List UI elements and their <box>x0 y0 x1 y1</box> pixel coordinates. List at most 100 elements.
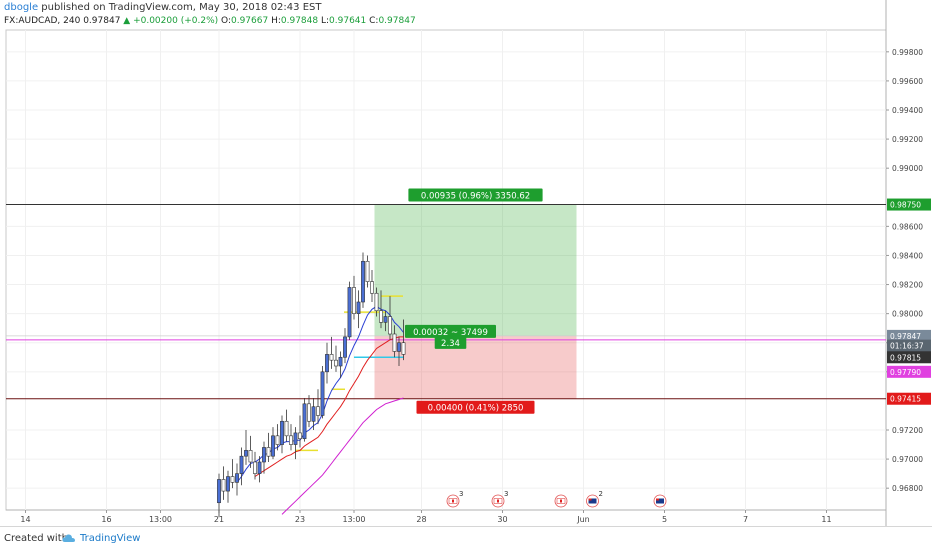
ma-magenta <box>281 397 404 515</box>
open-value: 0.97667 <box>230 16 269 26</box>
candle-down <box>370 281 374 294</box>
price-tick-label: 0.98000 <box>892 310 923 319</box>
candle-up <box>262 447 266 463</box>
entry-label-1-bg <box>405 324 496 338</box>
badge-stop-bg <box>887 392 931 405</box>
candle-up <box>244 450 248 457</box>
candle-up <box>239 455 244 474</box>
low-label: L: <box>320 16 330 26</box>
canada-leaf-icon <box>497 499 499 503</box>
price-tick-label: 0.99000 <box>892 164 923 173</box>
time-tick-label: 7 <box>743 515 748 524</box>
candle-down <box>401 342 406 355</box>
candle-down <box>334 359 338 367</box>
candle-up <box>361 260 365 303</box>
candle-up <box>217 479 221 504</box>
price-tick-label: 0.98600 <box>892 222 923 231</box>
candle-up <box>235 473 239 483</box>
price-tick-label: 0.98200 <box>892 281 923 290</box>
candle-up <box>257 461 262 474</box>
author-link[interactable]: dbogle <box>4 2 39 13</box>
published-text: published on TradingView.com, May 30, 20… <box>41 2 322 13</box>
candle-up <box>343 336 347 358</box>
candle-down <box>329 354 334 361</box>
australia-flag-icon <box>588 498 597 504</box>
candle-down <box>253 461 257 474</box>
australia-union-icon <box>588 498 592 501</box>
candle-up <box>280 420 284 445</box>
time-tick-label: 30 <box>497 515 507 524</box>
profit-zone <box>374 204 577 336</box>
price-tick-label: 0.99600 <box>892 77 923 86</box>
tradingview-cloud-icon <box>62 534 75 542</box>
badge-timer: 01:16:37 <box>890 342 924 351</box>
badge-timer-bg <box>887 339 931 352</box>
loss-label-bg <box>416 400 535 414</box>
time-tick-label: 14 <box>20 515 30 524</box>
badge-magenta-bg <box>887 365 931 378</box>
entry-label-2-bg <box>434 335 467 349</box>
symbol-label: FX:AUDCAD, 240 <box>4 16 81 26</box>
time-tick-label: 5 <box>662 515 667 524</box>
time-tick-label: 28 <box>416 515 426 524</box>
open-label: O: <box>221 16 231 26</box>
canada-leaf-icon <box>452 499 454 503</box>
candle-up <box>293 432 298 445</box>
candle-up <box>226 476 230 492</box>
canada-leaf-icon <box>560 499 562 503</box>
badge-price2-bg <box>887 351 931 364</box>
candle-down <box>316 406 320 416</box>
footer: Created with TradingView <box>0 526 932 551</box>
time-tick-label: 11 <box>821 515 831 524</box>
candle-down <box>298 432 302 440</box>
time-tick-label: Jun <box>576 515 590 524</box>
badge-price2: 0.97815 <box>890 353 921 362</box>
profit-label: 0.00935 (0.96%) 3350.62 <box>421 192 530 202</box>
profit-label-bg <box>408 188 543 202</box>
close-label: C: <box>369 16 379 26</box>
candle-down <box>289 435 293 445</box>
price-tick-label: 0.99800 <box>892 48 923 57</box>
candle-up <box>338 356 343 367</box>
price-change: ▲ +0.00200 (+0.2%) <box>123 16 219 26</box>
badge-target-bg <box>887 198 931 211</box>
high-value: 0.97848 <box>280 16 319 26</box>
australia-flag-icon <box>656 498 664 504</box>
candle-up <box>271 435 275 457</box>
event-count: 3 <box>459 490 463 498</box>
tradingview-brand[interactable]: TradingView <box>80 533 141 544</box>
time-tick-label: 13:00 <box>149 515 172 524</box>
loss-label: 0.00400 (0.41%) 2850 <box>428 404 524 414</box>
ma-red <box>254 336 404 477</box>
price-chart[interactable]: 0.968000.970000.972000.976000.978000.980… <box>0 0 932 526</box>
candle-up <box>383 316 388 323</box>
price-tick-label: 0.99200 <box>892 135 923 144</box>
publish-line: dbogle published on TradingView.com, May… <box>4 2 321 13</box>
loss-zone <box>374 335 577 399</box>
high-label: H: <box>271 16 281 26</box>
candle-down <box>230 476 235 483</box>
australia-union-icon <box>656 498 659 501</box>
candle-up <box>302 403 307 440</box>
candle-down <box>266 447 271 457</box>
price-tick-label: 0.96800 <box>892 484 923 493</box>
time-tick-label: 13:00 <box>342 515 365 524</box>
candle-down <box>248 450 253 463</box>
candle-up <box>347 287 352 338</box>
entry-label-2: 2.34 <box>441 339 460 349</box>
close-value: 0.97847 <box>378 16 416 26</box>
price-tick-label: 0.99400 <box>892 106 923 115</box>
candle-up <box>356 301 361 314</box>
badge-stop: 0.97415 <box>890 395 921 404</box>
candle-down <box>374 292 379 312</box>
ohlc-line: FX:AUDCAD, 240 0.97847 ▲ +0.00200 (+0.2%… <box>4 16 416 26</box>
candle-down <box>275 435 280 445</box>
candle-down <box>284 420 289 437</box>
event-count: 3 <box>504 490 508 498</box>
candle-up <box>325 354 329 373</box>
time-tick-label: 23 <box>295 515 305 524</box>
badge-current: 0.97847 <box>890 332 921 341</box>
candle-down <box>392 333 397 352</box>
last-price: 0.97847 <box>83 16 121 26</box>
price-tick-label: 0.97000 <box>892 455 923 464</box>
